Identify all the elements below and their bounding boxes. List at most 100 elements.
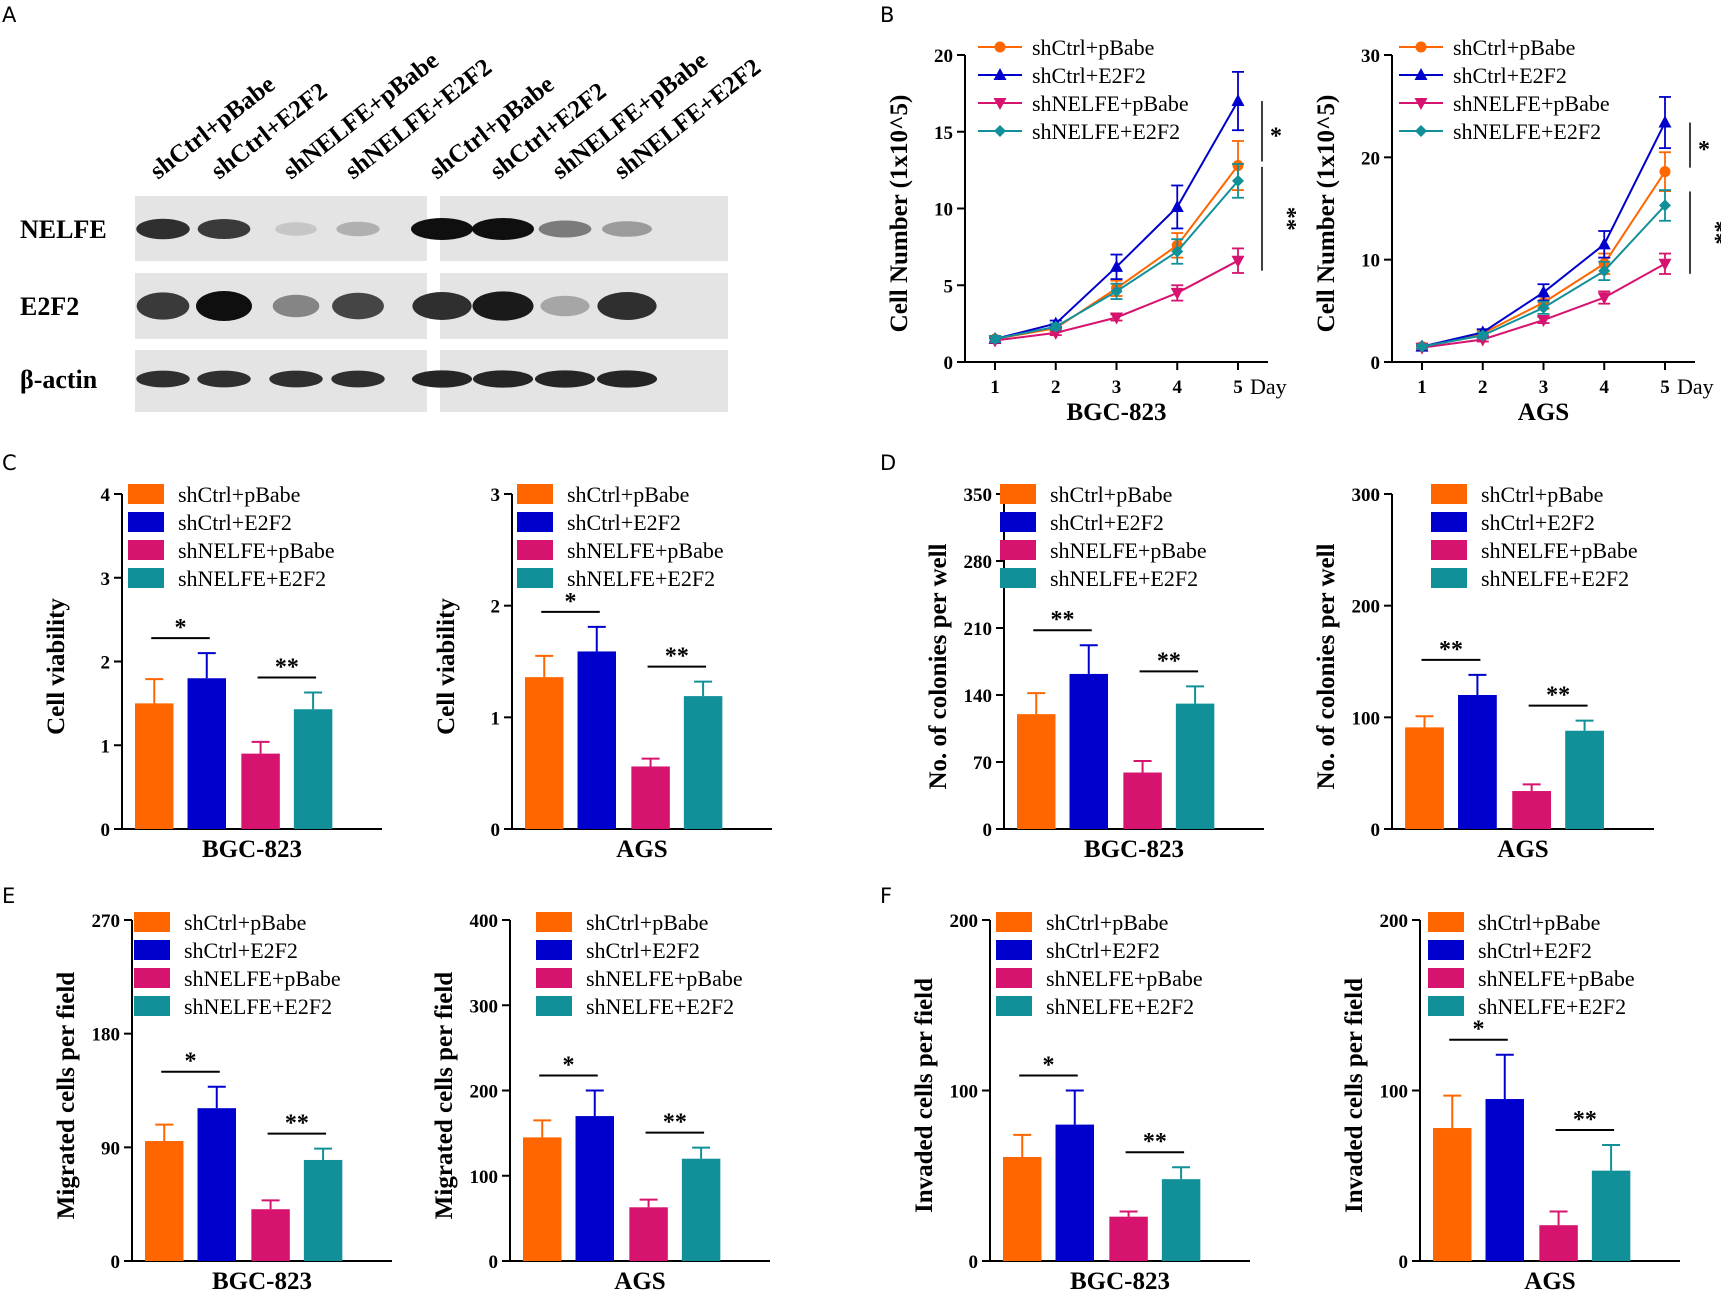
marker <box>1537 301 1550 314</box>
legend-label: shCtrl+pBabe <box>586 910 708 935</box>
y-tick-label: 90 <box>101 1138 120 1159</box>
significance-mark: * <box>1270 123 1282 149</box>
bar <box>1405 727 1444 829</box>
bar <box>1123 772 1162 829</box>
chart-d-bgc823: 0 70 140 210 280 350 No. of colonies per well *… <box>925 482 1264 863</box>
y-tick-label: 200 <box>470 1082 499 1103</box>
bar <box>293 709 333 829</box>
y-tick-label: 2 <box>491 597 501 618</box>
x-tick-label: 5 <box>1233 377 1243 398</box>
bar <box>1069 673 1108 829</box>
significance-mark: ** <box>1143 1129 1167 1155</box>
blot-band <box>272 294 320 318</box>
y-tick-label: 400 <box>470 911 499 932</box>
y-tick-label: 3 <box>491 485 501 506</box>
legend-swatch <box>536 940 572 960</box>
legend-swatch <box>1000 540 1036 560</box>
y-tick-label: 300 <box>470 996 499 1017</box>
legend-swatch <box>134 940 170 960</box>
legend-label: shCtrl+pBabe <box>1478 910 1600 935</box>
x-tick-label: 5 <box>1660 377 1670 398</box>
bar <box>523 1137 562 1261</box>
blot-band <box>472 291 534 321</box>
legend-swatch <box>1431 540 1467 560</box>
marker <box>989 332 1001 345</box>
marker <box>1658 258 1672 271</box>
marker <box>1170 199 1184 212</box>
legend-label: shCtrl+E2F2 <box>1050 510 1164 535</box>
legend-label: shNELFE+E2F2 <box>1046 994 1194 1019</box>
blot-band <box>196 291 252 321</box>
legend-label: shNELFE+pBabe <box>1481 538 1638 563</box>
legend-label: shNELFE+E2F2 <box>586 994 734 1019</box>
y-tick-label: 100 <box>1380 1082 1409 1103</box>
marker <box>1171 245 1184 258</box>
bar <box>525 677 564 829</box>
legend-label: shNELFE+pBabe <box>1453 91 1610 116</box>
legend-swatch <box>1000 484 1036 504</box>
marker <box>1231 255 1245 268</box>
blot-band <box>197 370 251 388</box>
y-tick-label: 10 <box>1361 251 1380 272</box>
significance-mark: * <box>185 1049 197 1075</box>
legend-label: shCtrl+E2F2 <box>1046 938 1160 963</box>
y-tick-label: 0 <box>1371 353 1381 374</box>
legend-swatch <box>996 912 1032 932</box>
bar <box>303 1159 343 1261</box>
legend-swatch <box>1428 940 1464 960</box>
y-axis-title: No. of colonies per well <box>1313 543 1340 789</box>
legend-label: shCtrl+E2F2 <box>567 510 681 535</box>
y-tick-label: 10 <box>934 200 953 221</box>
y-tick-label: 210 <box>964 619 993 640</box>
marker <box>1476 329 1489 342</box>
marker <box>1415 41 1427 53</box>
legend-swatch <box>1431 484 1467 504</box>
blot-band <box>411 370 473 388</box>
western-blot: shCtrl+pBabeshCtrl+E2F2shNELFE+pBabeshNE… <box>20 47 766 412</box>
legend-label: shCtrl+pBabe <box>567 482 689 507</box>
blot-row-label: E2F2 <box>20 292 79 321</box>
significance-mark: ** <box>1274 207 1300 231</box>
y-tick-label: 0 <box>491 820 501 841</box>
marker <box>1232 174 1244 187</box>
legend-swatch <box>1000 512 1036 532</box>
legend-swatch <box>517 484 553 504</box>
blot-row-label: β-actin <box>20 365 98 394</box>
marker <box>1537 315 1550 328</box>
x-axis-title: BGC-823 <box>1067 399 1167 426</box>
marker <box>994 125 1006 137</box>
bar <box>1161 1179 1201 1261</box>
marker <box>1415 125 1427 137</box>
x-tick-label: 4 <box>1173 377 1183 398</box>
bar <box>197 1108 236 1261</box>
y-tick-label: 270 <box>92 911 121 932</box>
marker <box>1416 340 1428 353</box>
blot-band <box>136 292 190 320</box>
significance-mark: * <box>1473 1017 1485 1043</box>
chart-b-bgc823: 0 5 10 15 20 Cell Number (1x10^5) 1 2 3 4 5 Day BGC-… <box>886 35 1300 426</box>
bar <box>135 703 174 829</box>
y-axis-title: No. of colonies per well <box>925 543 952 789</box>
x-tick-label: 2 <box>1478 377 1488 398</box>
x-axis-title: AGS <box>1518 399 1569 426</box>
blot-band <box>336 221 380 237</box>
legend-label: shNELFE+E2F2 <box>184 994 332 1019</box>
bar <box>1433 1128 1472 1261</box>
x-axis-title: AGS <box>614 1268 665 1292</box>
blot-band <box>597 292 657 320</box>
y-tick-label: 0 <box>101 820 111 841</box>
blot-band <box>534 370 596 388</box>
marker <box>1659 199 1671 212</box>
bar <box>1175 703 1215 829</box>
x-tick-label: 1 <box>1417 377 1427 398</box>
significance-mark: ** <box>663 1110 687 1136</box>
legend-swatch <box>134 912 170 932</box>
legend-label: shCtrl+E2F2 <box>1478 938 1592 963</box>
bar <box>577 651 616 829</box>
legend-label: shCtrl+E2F2 <box>1032 63 1146 88</box>
marker <box>1598 264 1611 277</box>
legend-swatch <box>517 512 553 532</box>
